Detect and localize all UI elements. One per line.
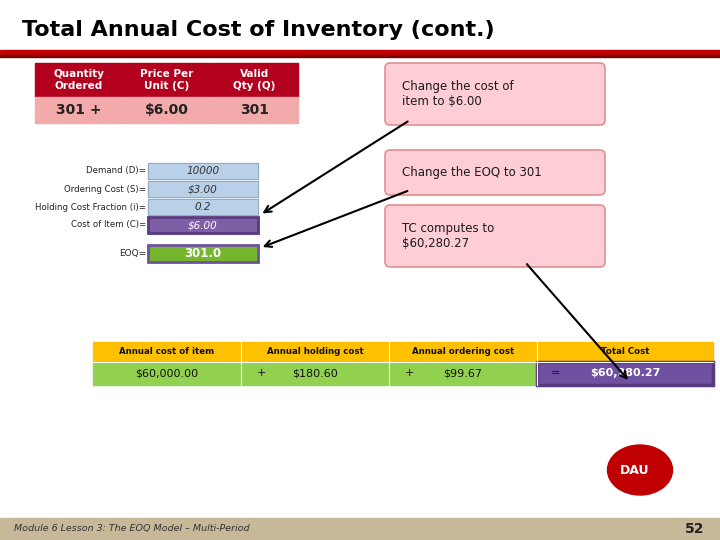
Bar [537, 362, 713, 385]
Bar [35, 63, 122, 97]
Text: 301.0: 301.0 [184, 247, 222, 260]
Text: Holding Cost Fraction (i)=: Holding Cost Fraction (i)= [35, 202, 146, 212]
Bar [123, 97, 210, 123]
Bar [35, 97, 122, 123]
Bar [93, 342, 713, 362]
Bar [0, 518, 720, 540]
Text: $60,280.27: $60,280.27 [590, 368, 660, 379]
Text: Total Cost: Total Cost [600, 348, 649, 356]
Text: $6.00: $6.00 [188, 220, 218, 230]
Text: Change the cost of
item to $6.00: Change the cost of item to $6.00 [402, 80, 513, 108]
Bar [148, 181, 258, 197]
Text: DAU: DAU [620, 463, 649, 476]
Text: 10000: 10000 [186, 166, 220, 176]
Ellipse shape [608, 445, 672, 495]
Text: 301 +: 301 + [55, 103, 102, 117]
Text: $60,000.00: $60,000.00 [135, 368, 199, 379]
Bar [0, 50, 720, 54]
FancyBboxPatch shape [385, 150, 605, 195]
Text: Annual ordering cost: Annual ordering cost [412, 348, 514, 356]
Text: $6.00: $6.00 [145, 103, 189, 117]
Text: +: + [256, 368, 266, 379]
Text: Quantity
Ordered: Quantity Ordered [53, 69, 104, 91]
Bar [211, 97, 298, 123]
Text: Annual holding cost: Annual holding cost [266, 348, 364, 356]
Text: Demand (D)=: Demand (D)= [86, 166, 146, 176]
Bar [93, 362, 537, 385]
Bar [148, 217, 258, 233]
Bar [537, 362, 713, 385]
Text: $180.60: $180.60 [292, 368, 338, 379]
Text: 0.2: 0.2 [194, 202, 211, 212]
Text: Ordering Cost (S)=: Ordering Cost (S)= [64, 185, 146, 193]
Bar [211, 63, 298, 97]
Text: TC computes to
$60,280.27: TC computes to $60,280.27 [402, 222, 494, 250]
Bar [0, 55, 720, 57]
FancyBboxPatch shape [385, 205, 605, 267]
Bar [148, 245, 258, 262]
Bar [123, 63, 210, 97]
Bar [148, 245, 258, 262]
Text: $99.67: $99.67 [444, 368, 482, 379]
Text: Total Annual Cost of Inventory (cont.): Total Annual Cost of Inventory (cont.) [22, 20, 495, 40]
FancyBboxPatch shape [385, 63, 605, 125]
Text: EOQ=: EOQ= [119, 249, 146, 258]
Text: Module 6 Lesson 3: The EOQ Model – Multi-Period: Module 6 Lesson 3: The EOQ Model – Multi… [14, 524, 250, 534]
Text: 301: 301 [240, 103, 269, 117]
Text: Change the EOQ to 301: Change the EOQ to 301 [402, 166, 541, 179]
Text: Price Per
Unit (C): Price Per Unit (C) [140, 69, 193, 91]
Text: $3.00: $3.00 [188, 184, 218, 194]
Text: 52: 52 [685, 522, 705, 536]
Text: Cost of Item (C)=: Cost of Item (C)= [71, 220, 146, 230]
Text: Valid
Qty (Q): Valid Qty (Q) [233, 69, 276, 91]
Bar [148, 199, 258, 215]
Bar [148, 163, 258, 179]
Bar [148, 199, 258, 215]
Bar [148, 217, 258, 233]
Text: +: + [405, 368, 414, 379]
Text: Annual cost of item: Annual cost of item [120, 348, 215, 356]
Text: =: = [550, 368, 559, 379]
Bar [148, 181, 258, 197]
Bar [148, 163, 258, 179]
